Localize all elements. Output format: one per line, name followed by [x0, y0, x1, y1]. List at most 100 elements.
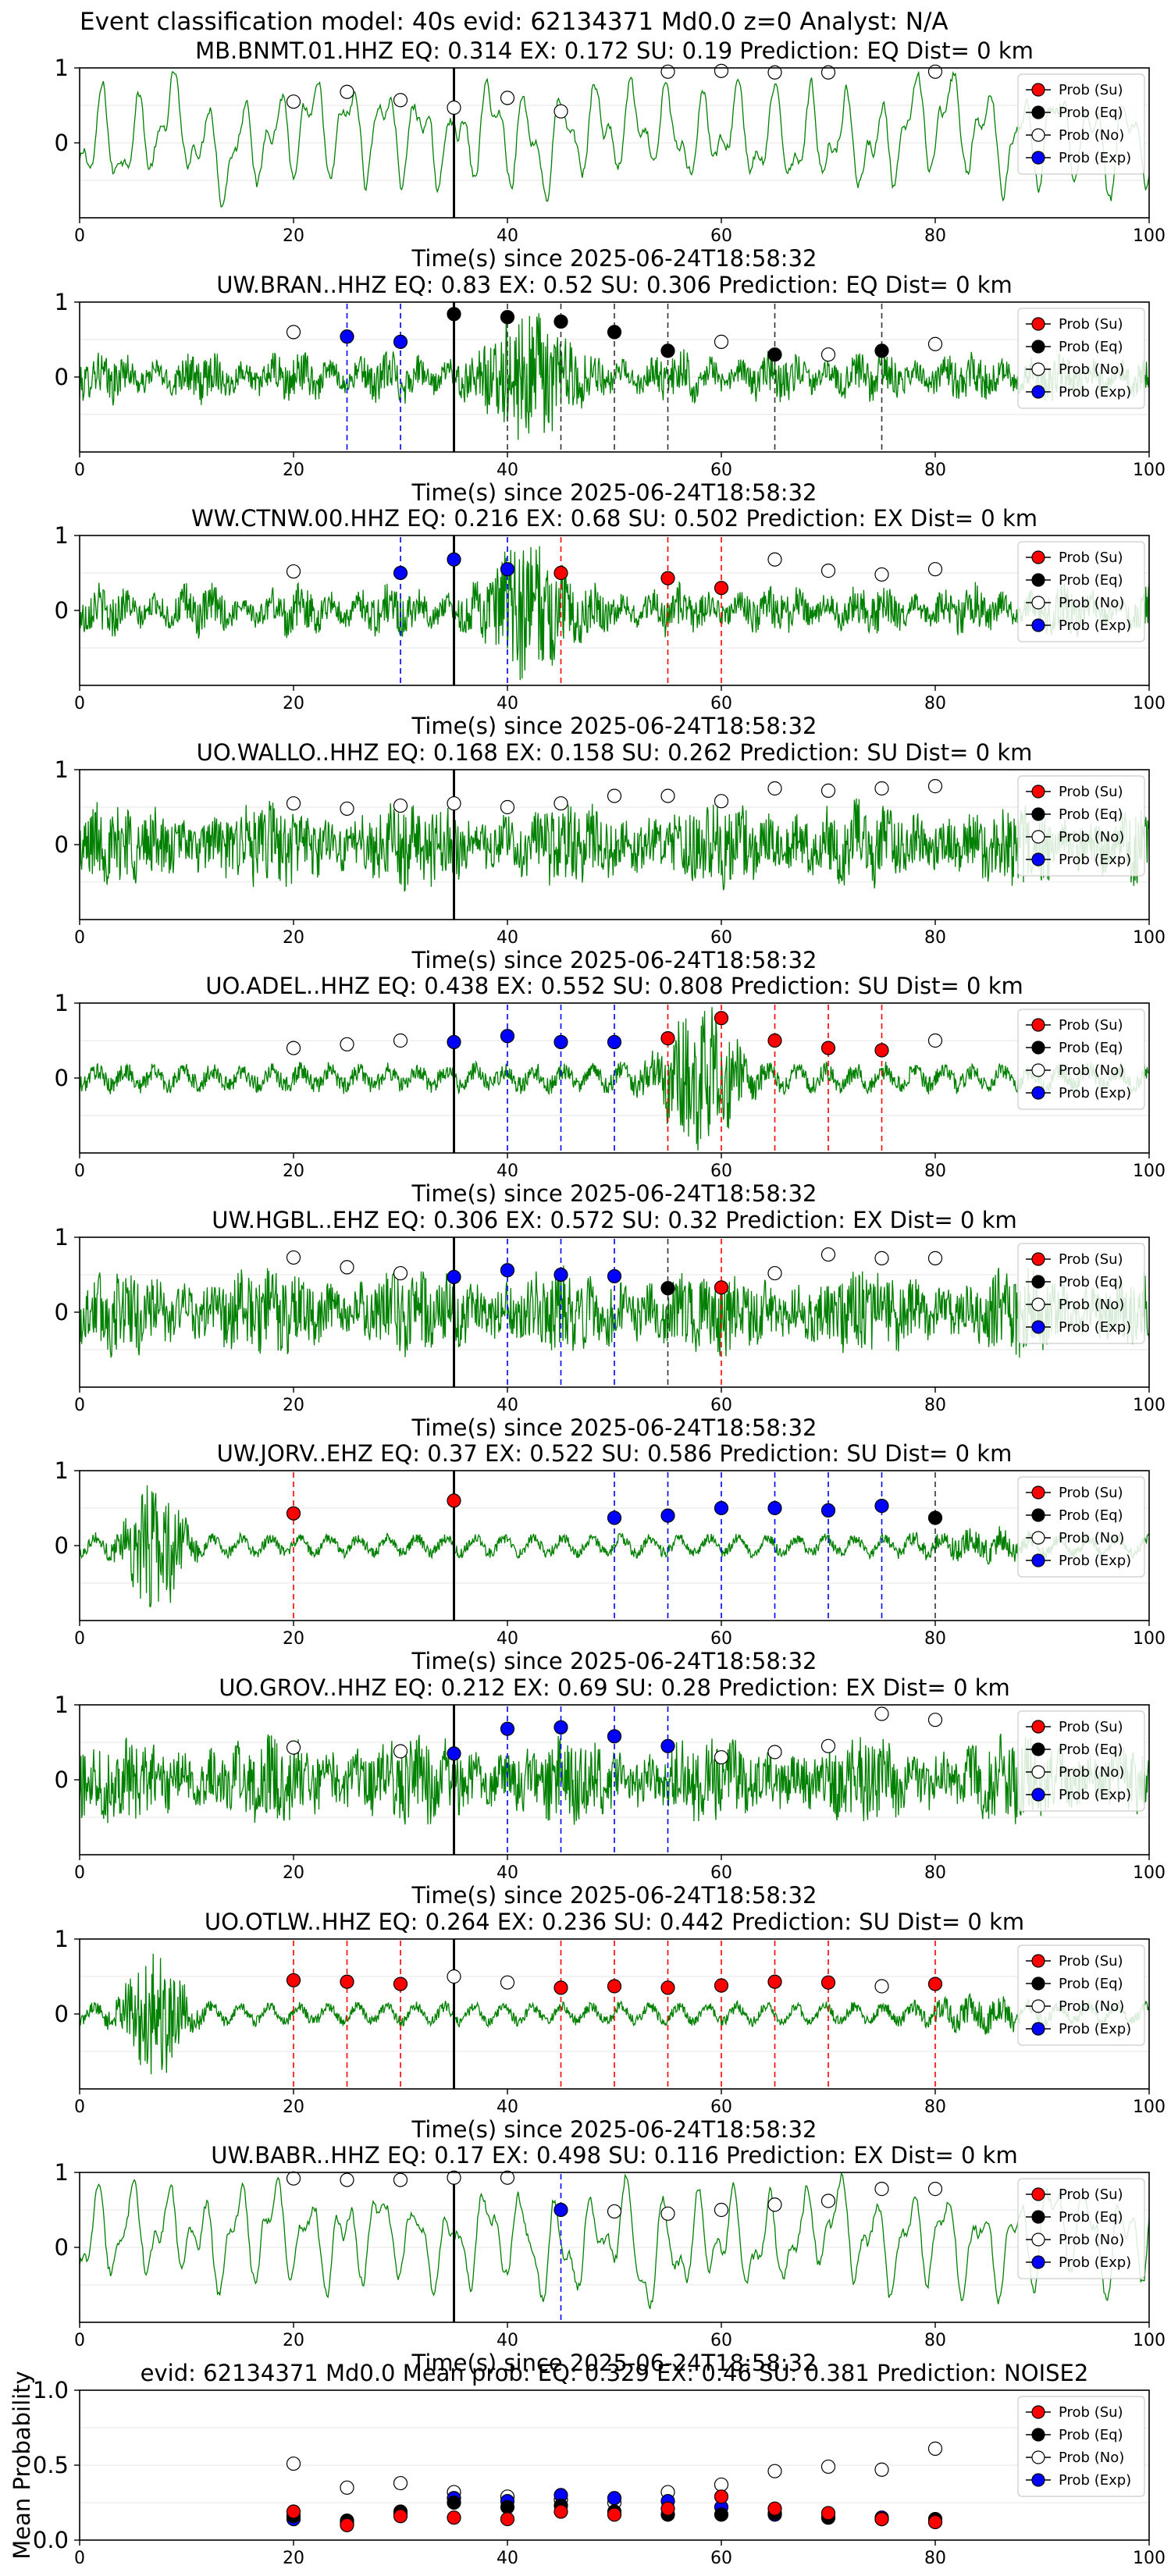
prob-point-no [927, 64, 943, 79]
x-tick-label: 60 [710, 2549, 732, 2568]
prob-point-no [500, 1975, 515, 1990]
legend-label: Prob (Eq) [1059, 1976, 1123, 1992]
prob-point-su [874, 1043, 889, 1058]
prob-point-no [393, 798, 408, 813]
legend-swatch-su [1031, 1252, 1045, 1266]
prob-point-no [927, 562, 943, 577]
panel-2: UW.BRAN..HHZ EQ: 0.83 EX: 0.52 SU: 0.306… [55, 272, 1166, 506]
panels: MB.BNMT.01.HHZ EQ: 0.314 EX: 0.172 SU: 0… [9, 37, 1166, 2568]
legend-box [1017, 1243, 1145, 1344]
legend-box [1017, 73, 1145, 175]
y-tick-label: 1 [55, 756, 69, 783]
legend-label: Prob (No) [1059, 1297, 1124, 1313]
prob-point-exp [393, 334, 408, 349]
prob-point-no [286, 564, 301, 579]
x-axis-label: Time(s) since 2025-06-24T18:58:32 [411, 2350, 817, 2376]
mean-point-no [767, 2464, 782, 2478]
legend-label: Prob (Eq) [1059, 1040, 1123, 1056]
legend-swatch-exp [1031, 385, 1045, 399]
legend-swatch-no [1031, 1297, 1045, 1311]
prob-point-no [874, 2182, 889, 2197]
mean-point-su [447, 2510, 461, 2525]
prob-point-exp [874, 1499, 889, 1514]
x-tick-label: 0 [74, 2549, 85, 2568]
prob-point-eq [500, 310, 515, 325]
legend-label: Prob (Exp) [1059, 150, 1131, 166]
x-tick-label: 80 [924, 461, 946, 480]
prob-point-no [500, 91, 515, 105]
prob-point-no [286, 796, 301, 811]
legend-label: Prob (Su) [1059, 82, 1123, 98]
prob-point-no [660, 64, 675, 79]
legend-label: Prob (No) [1059, 1764, 1124, 1781]
x-tick-label: 0 [74, 694, 85, 713]
x-tick-label: 80 [924, 2331, 946, 2350]
legend-label: Prob (Exp) [1059, 1319, 1131, 1336]
prob-point-no [767, 781, 782, 796]
legend-swatch-no [1031, 2450, 1045, 2464]
prob-point-no [874, 781, 889, 796]
y-tick-label: 0 [55, 2234, 69, 2261]
panel-title: MB.BNMT.01.HHZ EQ: 0.314 EX: 0.172 SU: 0… [195, 37, 1034, 64]
legend-swatch-eq [1031, 1976, 1045, 1991]
y-tick-label: 1.0 [33, 2377, 69, 2403]
mean-point-no [340, 2480, 354, 2495]
y-tick-label: 0 [55, 831, 69, 858]
mean-point-su [767, 2501, 782, 2516]
prob-point-exp [500, 562, 515, 577]
legend-label: Prob (Exp) [1059, 1553, 1131, 1569]
prob-point-su [714, 1280, 729, 1295]
x-tick-label: 80 [924, 2549, 946, 2568]
x-tick-label: 0 [74, 1396, 85, 1415]
legend-box [1017, 308, 1145, 409]
legend-box [1017, 1009, 1145, 1110]
legend-label: Prob (Exp) [1059, 2254, 1131, 2271]
panel-title: UW.BRAN..HHZ EQ: 0.83 EX: 0.52 SU: 0.306… [216, 272, 1013, 298]
prob-point-no [447, 796, 461, 811]
x-tick-label: 20 [283, 1863, 304, 1883]
legend-label: Prob (No) [1059, 361, 1124, 378]
x-tick-label: 20 [283, 1396, 304, 1415]
mean-point-su [393, 2509, 408, 2524]
prob-point-no [820, 783, 836, 798]
figure-title: Event classification model: 40s evid: 62… [80, 8, 949, 36]
panel-6: UW.HGBL..EHZ EQ: 0.306 EX: 0.572 SU: 0.3… [55, 1207, 1166, 1441]
prob-point-exp [500, 1029, 515, 1044]
prob-point-su [286, 1973, 301, 1987]
mean-point-eq [500, 2500, 515, 2514]
prob-point-eq [660, 1281, 675, 1296]
prob-point-no [393, 93, 408, 108]
x-tick-label: 80 [924, 226, 946, 246]
mean-point-su [660, 2501, 675, 2516]
legend-label: Prob (Eq) [1059, 572, 1123, 589]
legend-swatch-exp [1031, 1320, 1045, 1334]
prob-point-eq [874, 343, 889, 358]
y-tick-label: 1 [55, 1224, 69, 1251]
legend-label: Prob (Eq) [1059, 2427, 1123, 2443]
legend-label: Prob (Su) [1059, 1953, 1123, 1969]
prob-point-exp [340, 329, 354, 344]
panel-title: UW.HGBL..EHZ EQ: 0.306 EX: 0.572 SU: 0.3… [212, 1207, 1017, 1233]
prob-point-su [714, 1011, 729, 1026]
legend-box [1017, 1944, 1145, 2046]
legend-swatch-su [1031, 1018, 1045, 1032]
prob-point-eq [447, 307, 461, 322]
mean-point-no [874, 2462, 889, 2477]
legend-label: Prob (Exp) [1059, 384, 1131, 400]
prob-point-su [447, 1493, 461, 1508]
x-tick-label: 80 [924, 1162, 946, 1181]
legend-swatch-su [1031, 785, 1045, 799]
prob-point-no [660, 2206, 675, 2221]
prob-point-exp [660, 1738, 675, 1753]
y-tick-label: 1 [55, 1692, 69, 1718]
x-tick-label: 100 [1133, 2331, 1166, 2350]
waveform-trace [80, 1265, 1149, 1359]
panel-title: UO.WALLO..HHZ EQ: 0.168 EX: 0.158 SU: 0.… [197, 739, 1033, 766]
legend-label: Prob (Eq) [1059, 1274, 1123, 1290]
legend-label: Prob (Su) [1059, 2404, 1123, 2421]
prob-point-eq [660, 343, 675, 358]
prob-point-exp [607, 1268, 622, 1284]
legend-swatch-no [1031, 1765, 1045, 1779]
legend-swatch-su [1031, 83, 1045, 97]
mean-point-su [500, 2512, 515, 2527]
